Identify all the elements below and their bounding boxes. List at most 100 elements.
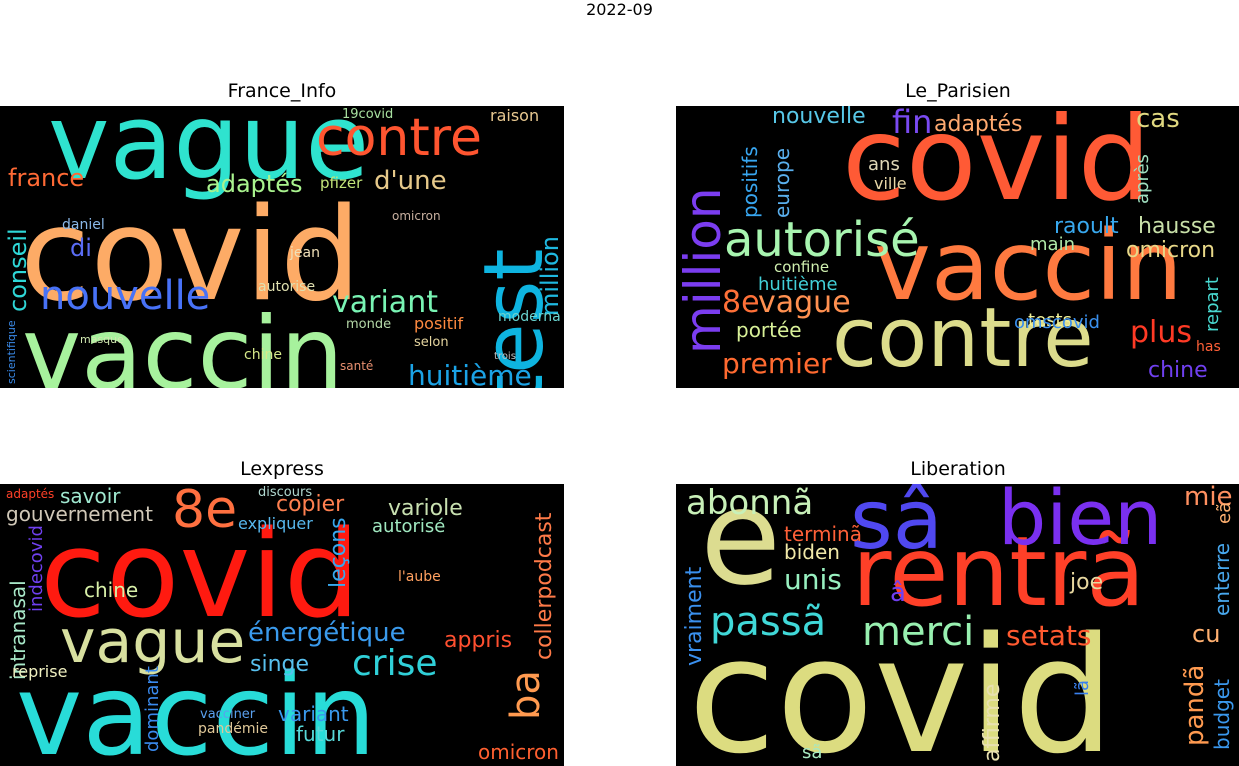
word: vague (60, 607, 246, 677)
word: santé (340, 359, 374, 373)
word: après (1132, 154, 1153, 204)
word: sã (802, 742, 823, 763)
word: savoir (60, 484, 121, 508)
word: abonnã (686, 484, 814, 523)
word: premier (722, 347, 832, 380)
word: sâ (850, 484, 943, 568)
word: e (700, 484, 782, 615)
word: million (536, 236, 564, 316)
word: selon (414, 335, 449, 350)
word: nouvelle (40, 273, 211, 319)
word: eã (1214, 501, 1235, 524)
wordcloud-lexpress: covid vaccin vague 8e crise ba énergétiq… (0, 484, 564, 766)
word: omicron (392, 209, 441, 223)
word: pfizer (320, 174, 363, 192)
word: leçons (326, 517, 351, 588)
word: raoult (1054, 214, 1119, 239)
word: ville (874, 174, 907, 193)
word: autorisé (724, 212, 920, 268)
word: lã (1072, 679, 1093, 696)
word: chine (244, 347, 282, 363)
word: pandémie (198, 721, 268, 737)
word: chine (1148, 358, 1208, 383)
word: 8e (172, 484, 238, 540)
word: unis (784, 563, 842, 596)
word: trois (494, 351, 516, 362)
word: gouvernement (6, 502, 153, 526)
word: passã (710, 599, 827, 645)
word: variole (388, 496, 463, 521)
word: has (1196, 339, 1221, 355)
word: variant (278, 702, 349, 726)
word: terminã (784, 522, 862, 546)
word: main (1030, 234, 1075, 255)
word: setats (1006, 619, 1092, 652)
word: huitième (758, 274, 838, 295)
word: crise (352, 643, 438, 684)
word: omicron (1126, 238, 1216, 263)
word: million (676, 187, 732, 354)
word: futur (296, 722, 345, 746)
word: discours (258, 485, 313, 500)
word: jean (290, 245, 320, 261)
panel-title-lexpress: Lexpress (240, 458, 324, 480)
word: énergétique (248, 618, 406, 648)
word: autorisé (372, 516, 446, 537)
word: contre (832, 291, 1094, 386)
word: ans (868, 154, 900, 175)
word: daniel (62, 217, 105, 233)
word: autorise (258, 279, 316, 295)
word: hausse (1138, 214, 1216, 239)
word: joe (1070, 570, 1104, 595)
word: pandã (1180, 664, 1210, 746)
word: enterre (1210, 542, 1234, 616)
word: europe (770, 148, 794, 218)
word: appris (444, 628, 513, 653)
word: vaccin (22, 295, 344, 389)
word: covid (688, 602, 1115, 766)
word: copier (276, 492, 345, 517)
wordcloud-france-info: covid vaccin vague test contre nouvelle … (0, 106, 564, 388)
word: tests (1028, 310, 1072, 331)
panel-title-france-info: France_Info (227, 80, 337, 102)
word: affirme (980, 683, 1005, 762)
word: nouvelle (772, 106, 866, 129)
word: positif (414, 314, 464, 333)
word: positifs (738, 146, 762, 218)
word: vaccin (874, 210, 1183, 322)
word: france (8, 164, 85, 192)
word: vraiment (682, 566, 707, 666)
figure-title: 2022-09 (586, 0, 653, 19)
word: 19covid (342, 107, 394, 122)
word: expliquer (238, 514, 313, 533)
word: chine (84, 578, 139, 602)
word: masque (80, 333, 124, 346)
word: vacciner (200, 707, 256, 722)
word: covid (20, 181, 362, 330)
word: reprise (12, 662, 68, 681)
word: collerpodcast (532, 512, 557, 660)
word: contre (316, 108, 482, 168)
word: adaptés (934, 112, 1023, 137)
word: covid (842, 106, 1152, 227)
wordcloud-le-parisien: covid vaccin contre autorisé million pre… (676, 106, 1239, 388)
panel-title-le-parisien: Le_Parisien (905, 80, 1011, 102)
word: merci (862, 609, 975, 655)
word: indecovid (26, 525, 47, 612)
word: dominant (142, 666, 163, 752)
word: budget (1210, 679, 1234, 750)
word: vague (758, 285, 851, 320)
word: adaptés (6, 487, 55, 501)
word: adaptés (206, 170, 303, 198)
word: covid (40, 506, 360, 645)
word: ba (503, 670, 549, 720)
word: â (890, 578, 906, 608)
word: variant (332, 285, 438, 320)
word: conseil (4, 228, 32, 312)
word: portée (736, 318, 802, 342)
word: cas (1136, 106, 1180, 134)
word: huitième (408, 359, 532, 389)
word: singe (250, 652, 310, 677)
word: bien (998, 484, 1163, 562)
word: repart (1202, 277, 1223, 332)
